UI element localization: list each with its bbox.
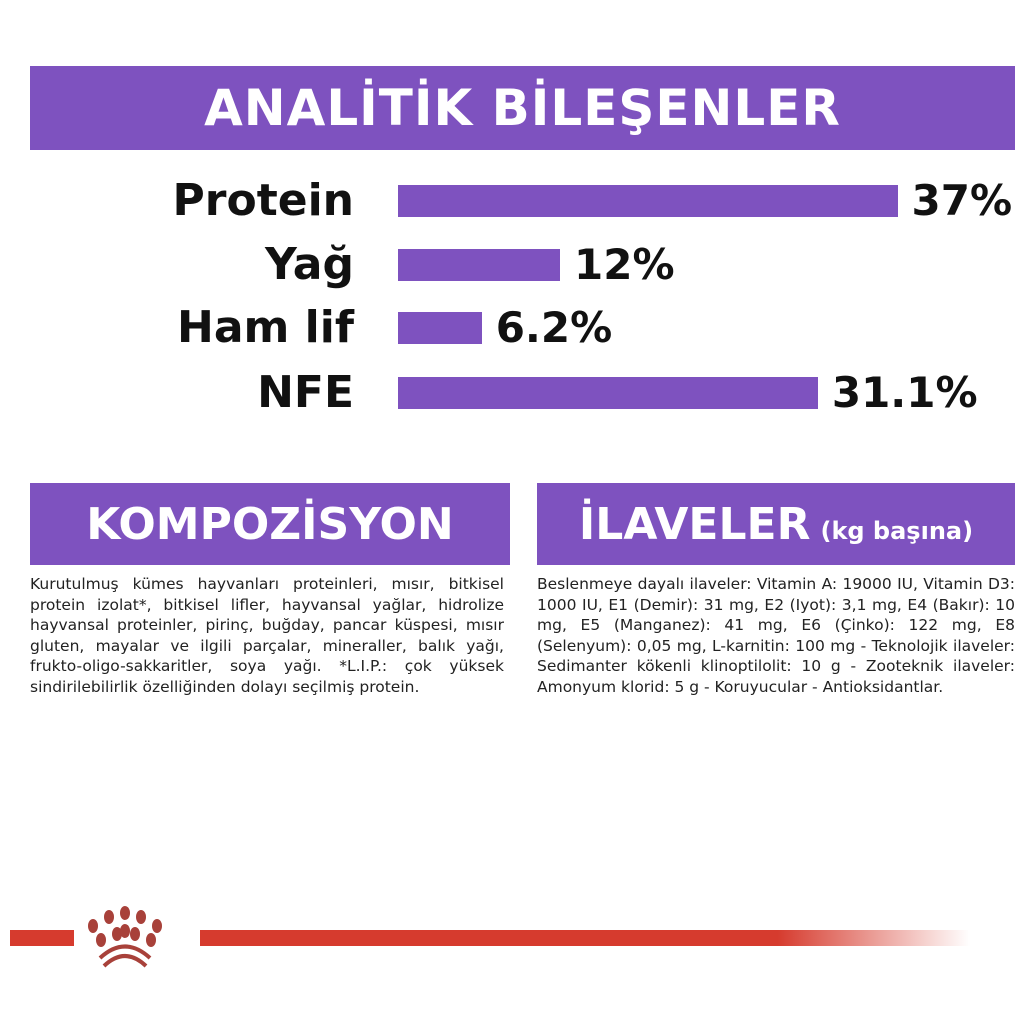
category-label: NFE — [257, 367, 354, 418]
bar-2 — [398, 312, 482, 344]
category-label: Ham lif — [177, 302, 354, 353]
bar-3 — [398, 377, 818, 409]
value-label: 37% — [911, 176, 1013, 225]
footer-line-left — [10, 930, 74, 946]
value-label: 31.1% — [831, 368, 978, 417]
bar-1 — [398, 249, 560, 281]
additives-title: İLAVELER — [578, 498, 811, 550]
additives-text: Beslenmeye dayalı ilaveler: Vitamin A: 1… — [537, 575, 1015, 696]
bar-0 — [398, 185, 898, 217]
section-title-additives: İLAVELER (kg başına) — [537, 483, 1015, 565]
category-label: Protein — [172, 175, 354, 226]
footer-line-right — [200, 930, 970, 946]
section-title-analytic: ANALİTİK BİLEŞENLER — [30, 66, 1015, 150]
category-label: Yağ — [264, 239, 354, 290]
composition-text: Kurutulmuş kümes hayvanları proteinleri,… — [30, 575, 504, 696]
value-label: 6.2% — [495, 303, 613, 352]
value-label: 12% — [574, 240, 675, 289]
additives-subtitle: (kg başına) — [820, 517, 974, 545]
section-title-composition: KOMPOZİSYON — [30, 483, 510, 565]
crown-logo-icon — [88, 906, 162, 968]
